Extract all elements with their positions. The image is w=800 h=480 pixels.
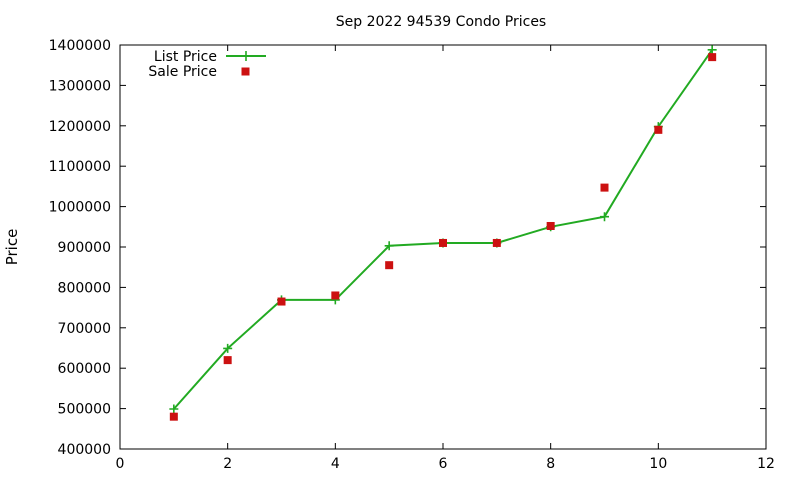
y-tick-label: 800000 [58,280,111,296]
list-price-point [707,45,717,55]
y-tick-label: 500000 [58,402,111,418]
y-tick-label: 1400000 [49,38,111,54]
y-tick-label: 900000 [58,240,111,256]
legend-marker-list-price [241,51,251,61]
x-tick-label: 8 [546,456,555,472]
x-tick-label: 4 [331,456,340,472]
chart-title: Sep 2022 94539 Condo Prices [336,14,546,30]
legend-label-list-price: List Price [154,49,217,65]
axis-ticks: 0 2 4 6 8 10 12 400000 500000 600000 700000 800000 9… [49,38,775,472]
list-price-point [600,212,609,222]
x-tick-label: 2 [223,456,232,472]
sale-price-point [654,125,663,134]
legend-marker-sale-price [241,67,250,76]
y-tick-label: 1300000 [49,78,111,94]
legend: List Price Sale Price [148,49,266,80]
sale-price-point [277,297,286,306]
sale-price-point [331,291,340,300]
sale-price-point [600,183,609,192]
sale-price-point [708,53,717,62]
series-layer [169,45,717,421]
y-tick-label: 1000000 [49,200,111,216]
legend-label-sale-price: Sale Price [148,64,217,80]
list-price-point [223,343,233,353]
x-tick-label: 12 [757,456,775,472]
y-tick-label: 400000 [58,442,111,458]
sale-price-point [439,238,447,247]
y-tick-label: 1100000 [49,159,111,175]
x-tick-label: 0 [116,456,125,472]
y-tick-label: 600000 [58,361,111,377]
y-tick-label: 1200000 [49,119,111,135]
x-tick-label: 6 [439,456,448,472]
list-price-point [169,404,179,414]
list-price-point [384,241,394,251]
sale-price-point [492,238,501,247]
sale-price-point [546,221,555,230]
list-price-line [173,49,713,410]
y-tick-label: 700000 [58,321,111,337]
sale-price-point [169,412,178,421]
sale-price-point [385,261,394,270]
sale-price-point [223,356,232,365]
x-tick-label: 10 [649,456,667,472]
y-axis-label: Price [3,229,21,266]
